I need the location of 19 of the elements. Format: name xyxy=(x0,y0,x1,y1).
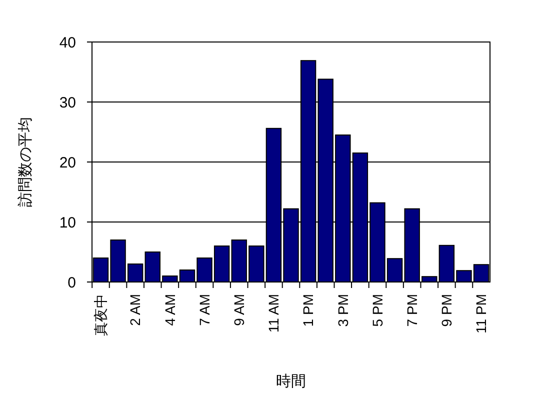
x-tick-label: 11 AM xyxy=(266,294,282,333)
x-axis-title: 時間 xyxy=(276,373,306,390)
x-tick-label: 2 AM xyxy=(127,294,144,326)
y-axis-title: 訪問数の平均 xyxy=(17,117,34,207)
x-tick-label: 9 AM xyxy=(231,294,248,326)
x-tick-label: 7 AM xyxy=(196,294,212,326)
x-tick-label: 1 PM xyxy=(300,294,316,327)
x-tick-label: 9 PM xyxy=(438,294,455,327)
y-tick-label: 10 xyxy=(59,214,76,232)
y-tick-label: 0 xyxy=(68,274,76,292)
x-tick-label: 11 PM xyxy=(473,294,490,334)
x-tick-label: 真夜中 xyxy=(92,294,109,336)
x-tick-label: 5 PM xyxy=(369,294,386,327)
x-tick-label: 4 AM xyxy=(162,294,178,326)
y-tick-label: 40 xyxy=(59,34,76,52)
x-tick-label: 3 PM xyxy=(334,294,351,327)
x-tick-label: 7 PM xyxy=(404,294,420,327)
y-tick-label: 30 xyxy=(59,94,76,112)
y-tick-label: 20 xyxy=(59,154,76,172)
